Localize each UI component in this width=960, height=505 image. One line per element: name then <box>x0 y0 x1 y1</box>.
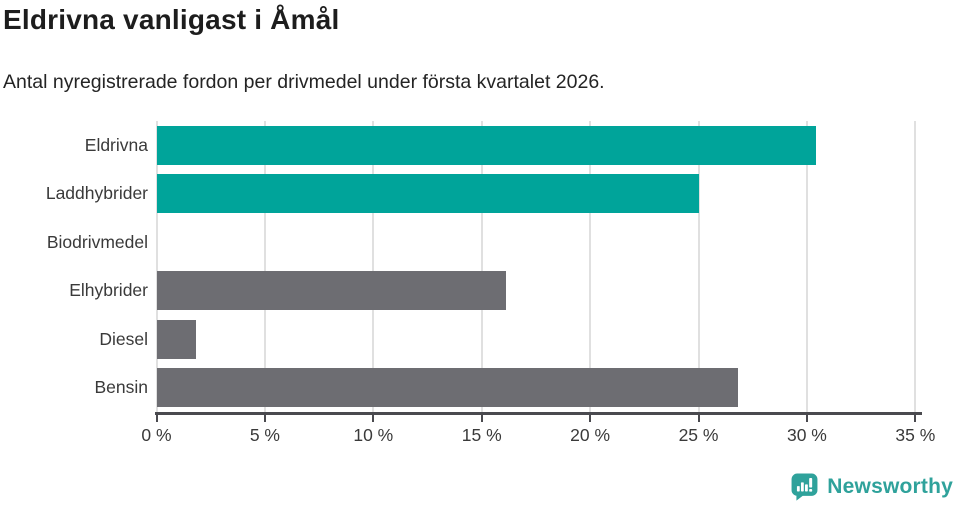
x-axis-tick-label: 35 % <box>895 425 936 445</box>
bar-eldrivna <box>156 125 816 165</box>
y-axis-label: Biodrivmedel <box>46 231 148 252</box>
gridline <box>805 121 808 412</box>
x-axis-tick <box>805 415 808 422</box>
chart-subtitle: Antal nyregistrerade fordon per drivmede… <box>3 71 605 93</box>
x-axis-tick <box>372 415 375 422</box>
gridline <box>914 121 917 412</box>
y-axis-label: Bensin <box>94 377 148 398</box>
bar-diesel <box>156 319 196 359</box>
gridline <box>372 121 375 412</box>
x-axis-tick <box>263 415 266 422</box>
y-axis-label: Elhybrider <box>69 280 148 301</box>
y-axis-label: Laddhybrider <box>45 183 148 204</box>
gridline <box>155 121 158 412</box>
chart-title: Eldrivna vanligast i Åmål <box>3 4 340 35</box>
bar-elhybrider <box>156 271 506 311</box>
x-axis-tick <box>480 415 483 422</box>
gridline <box>263 121 266 412</box>
x-axis-tick <box>589 415 592 422</box>
x-axis-tick <box>155 415 158 422</box>
brand-name: Newsworthy <box>827 474 953 498</box>
x-axis-tick <box>697 415 700 422</box>
gridline <box>697 121 700 412</box>
bar-laddhybrider <box>156 174 699 214</box>
x-axis-tick-label: 0 % <box>141 425 172 445</box>
x-axis-tick-label: 30 % <box>786 425 827 445</box>
y-axis-label: Diesel <box>99 328 148 349</box>
x-axis-tick <box>914 415 917 422</box>
x-axis-tick-label: 15 % <box>461 425 502 445</box>
x-axis-tick-label: 20 % <box>570 425 611 445</box>
brand-footer: Newsworthy <box>790 472 953 501</box>
y-axis-label: Eldrivna <box>84 134 148 155</box>
x-axis-tick-label: 25 % <box>678 425 719 445</box>
bar-bensin <box>156 368 738 408</box>
x-axis-tick-label: 10 % <box>353 425 394 445</box>
x-axis-tick-label: 5 % <box>249 425 280 445</box>
gridline <box>589 121 592 412</box>
gridline <box>480 121 483 412</box>
newsworthy-logo-icon <box>791 473 818 501</box>
x-axis-line <box>155 412 922 415</box>
